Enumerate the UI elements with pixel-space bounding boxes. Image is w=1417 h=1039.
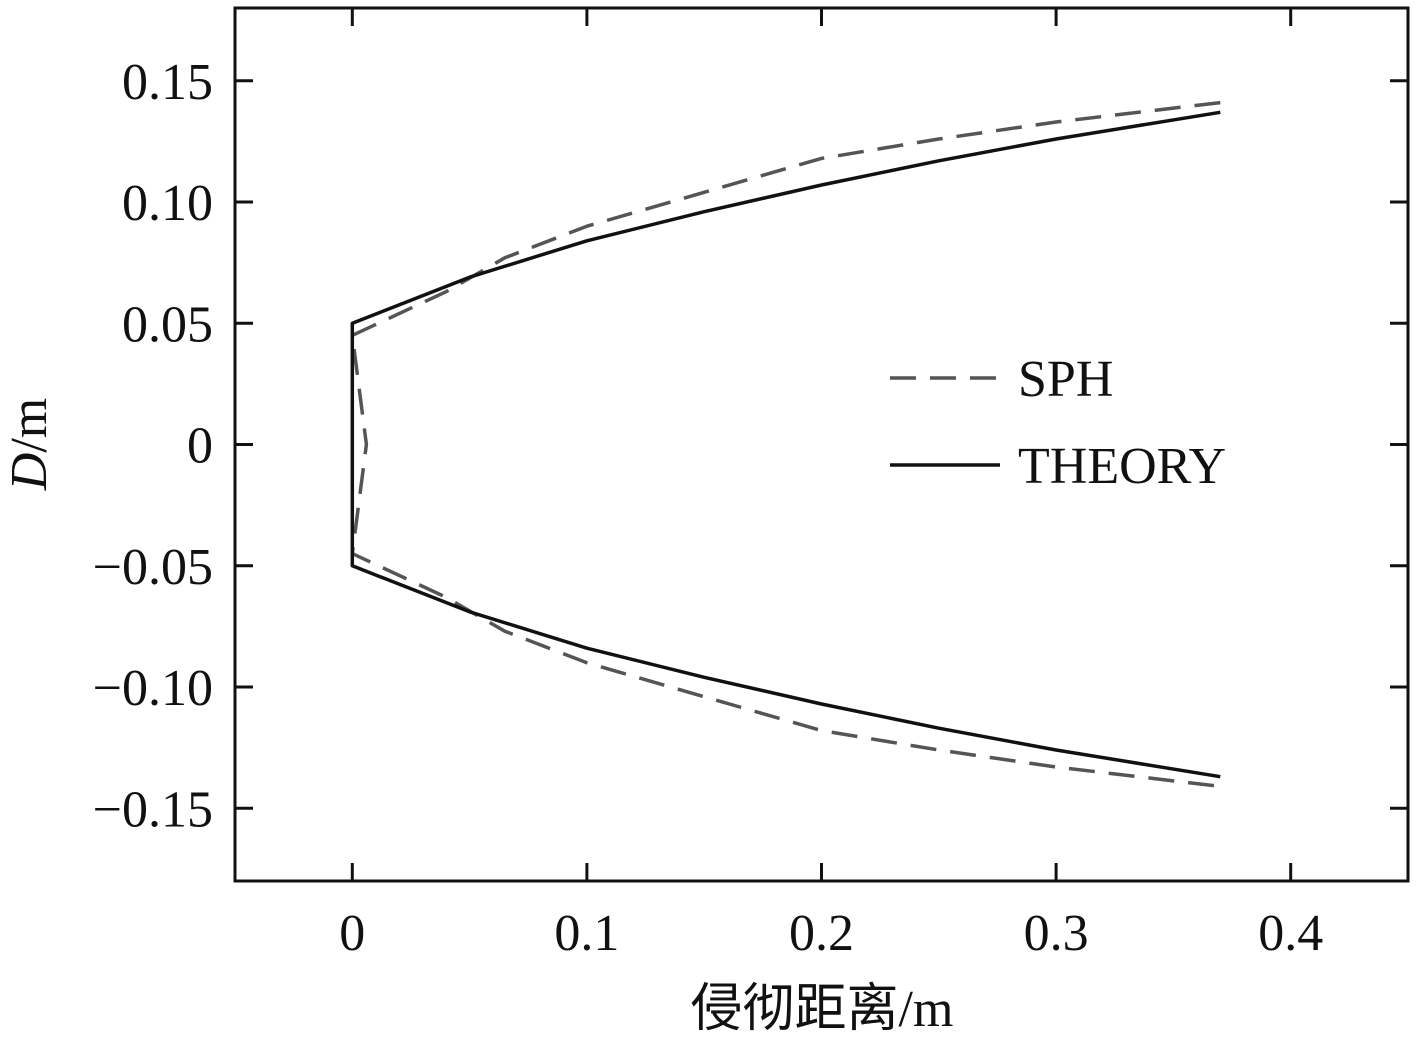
y-axis-label-italic: D xyxy=(1,453,58,492)
x-tick-label: 0.3 xyxy=(1024,905,1089,962)
x-tick-label: 0.2 xyxy=(789,905,854,962)
y-tick-label: 0.05 xyxy=(122,296,213,353)
x-axis-label: 侵彻距离/m xyxy=(691,981,954,1038)
legend-label-theory: THEORY xyxy=(1018,438,1226,495)
plot-frame xyxy=(233,6,1410,883)
y-tick-label: −0.05 xyxy=(93,539,213,596)
y-tick-label: 0.10 xyxy=(122,175,213,232)
y-axis-label-unit: /m xyxy=(1,398,58,453)
x-tick-label: 0.4 xyxy=(1258,905,1323,962)
legend: SPH THEORY xyxy=(890,351,1226,495)
series-line-theory xyxy=(350,110,1221,779)
y-tick-label: 0.15 xyxy=(122,54,213,111)
series-layer xyxy=(350,100,1221,789)
y-tick-labels: 0.15 0.10 0.05 0 −0.05 −0.10 −0.15 xyxy=(93,54,213,839)
legend-label-sph: SPH xyxy=(1018,351,1113,408)
y-tick-label: −0.15 xyxy=(93,781,213,838)
y-tick-label: 0 xyxy=(187,418,213,475)
x-tick-labels: 0 0.1 0.2 0.3 0.4 xyxy=(339,905,1323,962)
tick-marks xyxy=(235,8,1408,881)
x-tick-label: 0.1 xyxy=(554,905,619,962)
x-tick-label: 0 xyxy=(339,905,365,962)
y-tick-label: −0.10 xyxy=(93,660,213,717)
y-axis-label: D/m xyxy=(1,398,58,491)
series-line-sph xyxy=(350,100,1221,789)
